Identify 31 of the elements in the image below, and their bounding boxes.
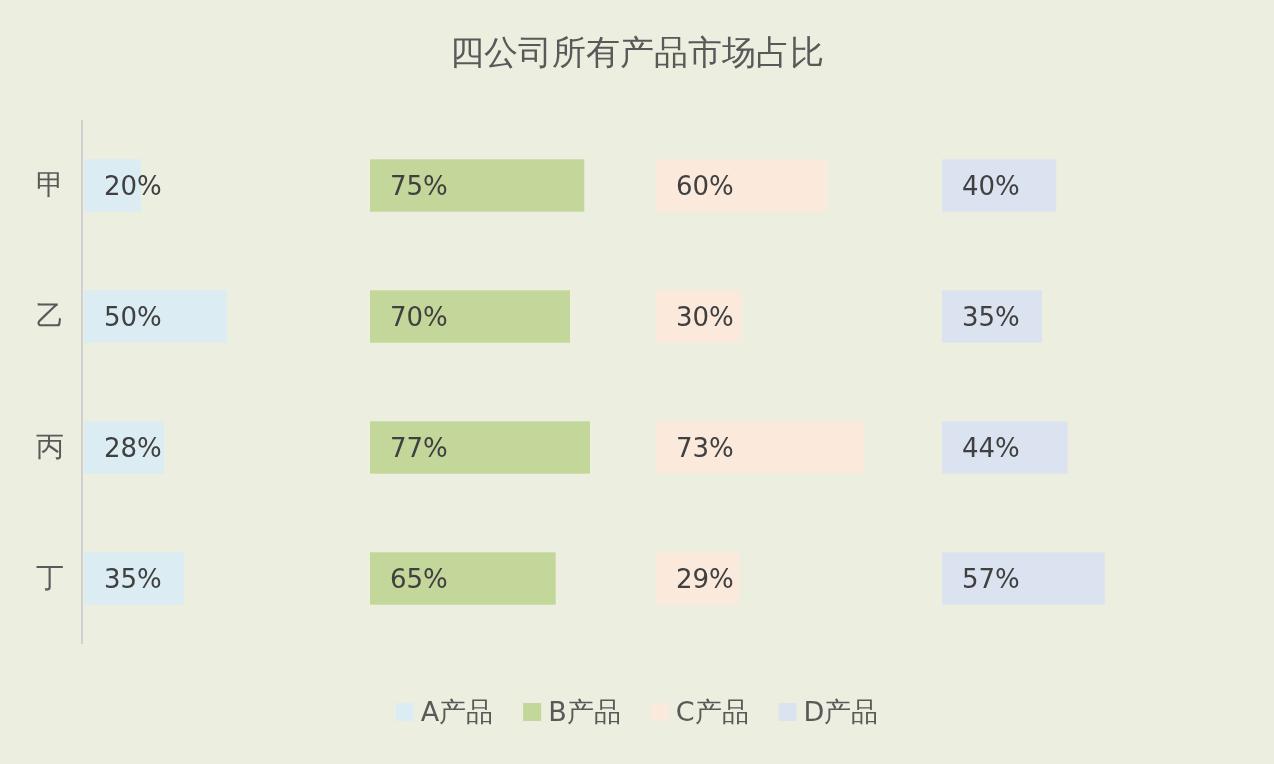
legend-label: C产品 [675,696,749,728]
data-label: 35% [104,563,162,594]
y-tick-label: 乙 [36,300,64,332]
data-label: 57% [962,563,1020,594]
data-label: 28% [104,432,162,463]
y-tick-label: 丙 [36,431,64,463]
bar [370,290,570,343]
y-tick-label: 丁 [36,562,64,594]
data-label: 30% [676,301,734,332]
data-label: 73% [676,432,734,463]
data-label: 50% [104,301,162,332]
legend-label: D产品 [803,696,879,728]
data-label: 35% [962,301,1020,332]
y-tick-label: 甲 [36,169,64,201]
bar [370,421,590,474]
bar [84,552,184,605]
data-label: 65% [390,563,448,594]
data-label: 75% [390,170,448,201]
data-label: 20% [104,170,162,201]
bar [370,552,556,605]
data-label: 60% [676,170,734,201]
legend-label: B产品 [548,696,621,728]
data-label: 44% [962,432,1020,463]
bar [84,290,227,343]
data-label: 40% [962,170,1020,201]
data-label: 29% [676,563,734,594]
chart-title: 四公司所有产品市场占比 [450,32,824,72]
legend-label: A产品 [420,696,494,728]
bar [370,159,585,212]
data-label: 77% [390,432,448,463]
data-label: 70% [390,301,448,332]
